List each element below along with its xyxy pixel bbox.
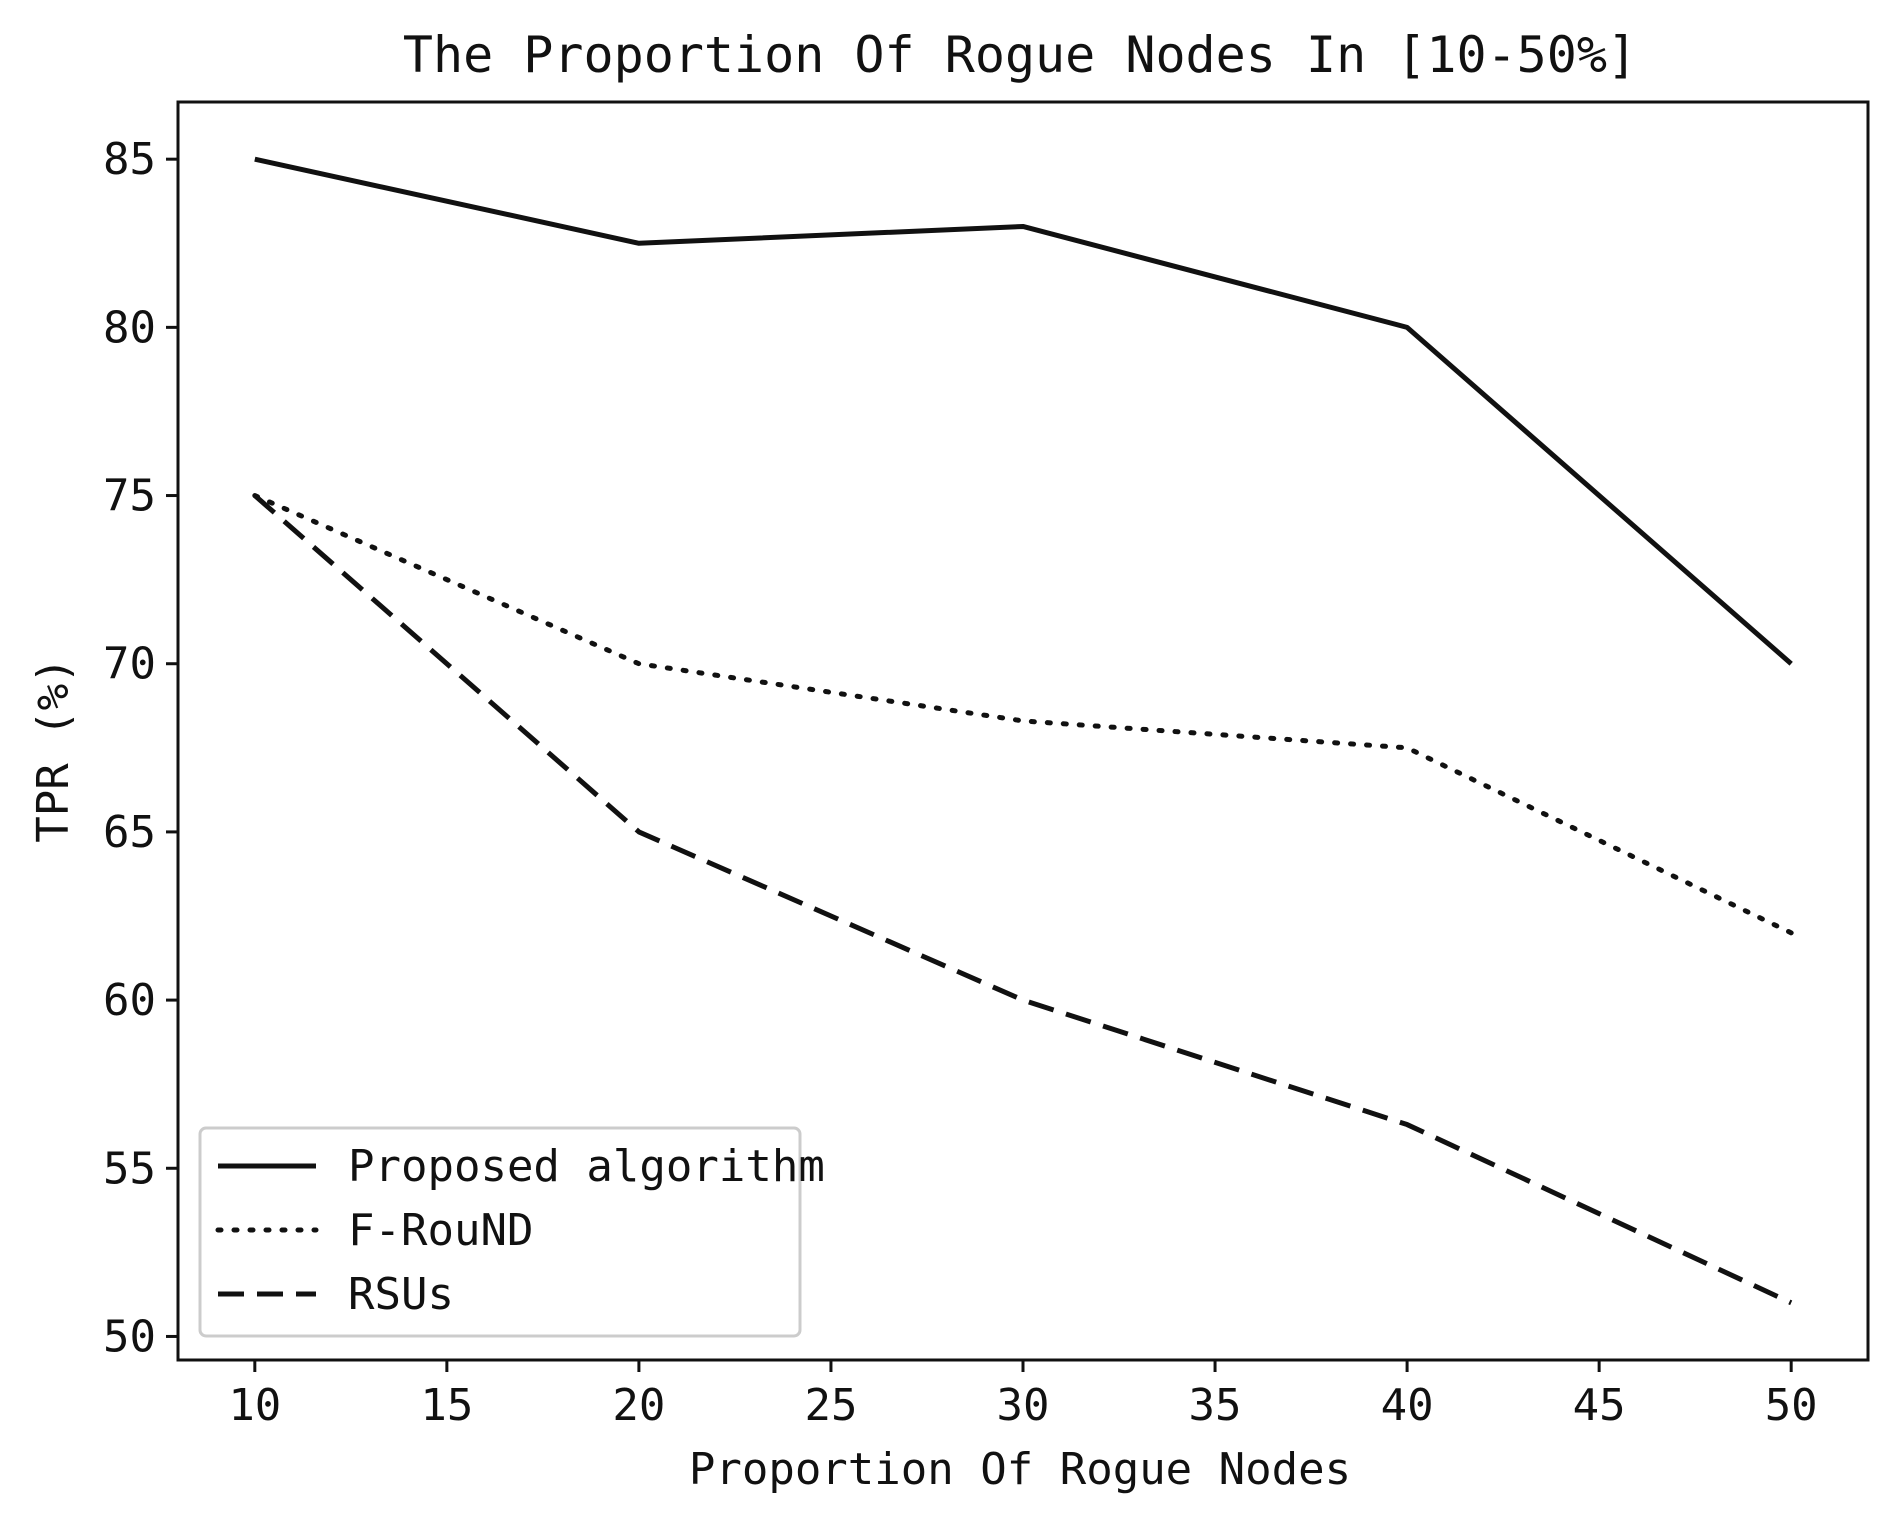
y-axis: 50 55 60 65 70 75 80 85 (103, 134, 178, 1362)
x-tick-label: 25 (804, 1380, 857, 1431)
x-tick-label: 45 (1573, 1380, 1626, 1431)
x-tick-label: 20 (612, 1380, 665, 1431)
legend-label-proposed-algorithm: Proposed algorithm (348, 1141, 825, 1192)
x-tick-label: 35 (1189, 1380, 1242, 1431)
legend: Proposed algorithm F-RouND RSUs (198, 1126, 825, 1338)
y-tick-label: 50 (103, 1311, 156, 1362)
y-tick-label: 60 (103, 975, 156, 1026)
x-tick-label: 30 (997, 1380, 1050, 1431)
y-tick-label: 80 (103, 302, 156, 353)
series-line-f-round (252, 493, 1794, 936)
y-tick-label: 55 (103, 1143, 156, 1194)
chart-title: The Proportion Of Rogue Nodes In [10-50%… (403, 26, 1637, 84)
x-tick-label: 50 (1765, 1380, 1818, 1431)
legend-label-rsus: RSUs (348, 1269, 454, 1320)
y-tick-label: 75 (103, 471, 156, 522)
y-tick-label: 65 (103, 807, 156, 858)
x-axis-title: Proportion Of Rogue Nodes (689, 1444, 1351, 1495)
y-tick-label: 70 (103, 639, 156, 690)
x-axis: 10 15 20 25 30 35 40 45 50 (228, 1360, 1818, 1431)
series-line-proposed-algorithm (254, 156, 1793, 666)
x-tick-label: 40 (1381, 1380, 1434, 1431)
x-tick-label: 10 (228, 1380, 281, 1431)
y-axis-title: TPR (%) (28, 657, 79, 842)
y-tick-label: 85 (103, 134, 156, 185)
series-lines (252, 156, 1794, 1306)
legend-label-f-round: F-RouND (348, 1205, 533, 1256)
x-tick-label: 15 (420, 1380, 473, 1431)
legend-box (198, 1126, 802, 1338)
